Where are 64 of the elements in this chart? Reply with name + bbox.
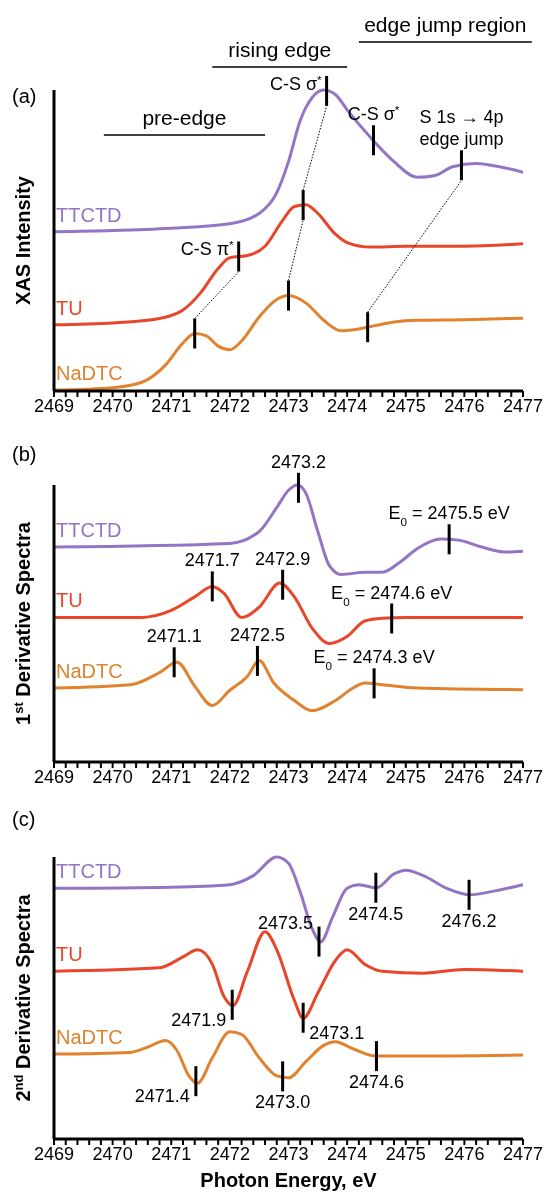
annotation: C-S σ$^{*}$ <box>269 72 323 94</box>
x-tick-label: 2477 <box>502 395 544 416</box>
x-tick-label: 2474 <box>327 395 368 416</box>
series-label: TU <box>56 296 83 319</box>
series-label: NaDTC <box>56 1026 123 1049</box>
x-tick-label: 2470 <box>92 1143 133 1164</box>
x-tick-label: 2475 <box>385 766 426 787</box>
series-label: TTCTD <box>56 860 122 883</box>
annotation: 2472.9 <box>255 548 311 569</box>
text: (b) <box>12 443 37 465</box>
annotation: 2472.5 <box>229 624 285 645</box>
annotation: E$_{0}$ = 2475.5 eV <box>388 503 510 528</box>
x-tick-label: 2477 <box>502 1143 544 1164</box>
x-tick-label: 2472 <box>209 766 250 787</box>
annotation: 2473.2 <box>270 451 326 472</box>
x-tick-label: 2476 <box>444 766 485 787</box>
annotation: 2473.1 <box>309 1022 365 1043</box>
x-tick-label: 2470 <box>92 766 133 787</box>
annotation: 2473.5 <box>257 912 313 933</box>
x-tick-label: 2471 <box>151 395 192 416</box>
x-tick-label: 2472 <box>209 395 250 416</box>
x-tick-label: 2473 <box>268 1143 309 1164</box>
series-label: TU <box>56 589 83 612</box>
annotation: 2474.6 <box>348 1072 404 1093</box>
annotation: 2471.4 <box>134 1086 190 1107</box>
text: rising edge <box>228 38 332 61</box>
x-tick-label: 2477 <box>502 766 544 787</box>
x-tick-label: 2471 <box>151 766 192 787</box>
annotation: 2474.5 <box>348 903 404 924</box>
annotation: 2476.2 <box>441 910 497 931</box>
annotation: S 1s → 4p edge jump <box>419 107 504 150</box>
annotation: 2471.1 <box>146 626 202 647</box>
x-tick-label: 2472 <box>209 1143 250 1164</box>
x-tick-label: 2470 <box>92 395 133 416</box>
annotation: 2471.7 <box>184 550 240 571</box>
annotation: C-S π$^{*}$ <box>180 237 235 260</box>
text: (a) <box>12 85 37 107</box>
x-tick-label: 2473 <box>268 766 309 787</box>
text: (c) <box>12 808 36 830</box>
annotation: 2471.9 <box>171 1009 227 1030</box>
x-tick-label: 2474 <box>327 766 368 787</box>
series-label: TTCTD <box>56 203 122 226</box>
text: edge jump region <box>364 13 527 36</box>
series-label: TU <box>56 943 83 966</box>
annotation: pre-edge <box>142 106 227 129</box>
annotation: C-S σ$^{*}$ <box>347 102 400 125</box>
y-axis-title: XAS Intensity <box>12 175 34 305</box>
series-label: TTCTD <box>56 519 122 542</box>
x-tick-label: 2474 <box>327 1143 368 1164</box>
x-tick-label: 2476 <box>444 1143 485 1164</box>
series-label: NaDTC <box>56 362 123 385</box>
annotation: E$_{0}$ = 2474.3 eV <box>313 647 435 672</box>
x-tick-label: 2471 <box>151 1143 192 1164</box>
x-tick-label: 2469 <box>33 1143 75 1164</box>
x-tick-label: 2475 <box>385 395 426 416</box>
x-tick-label: 2476 <box>444 395 485 416</box>
x-tick-label: 2473 <box>268 395 309 416</box>
x-tick-label: 2475 <box>385 1143 426 1164</box>
series-label: NaDTC <box>56 660 123 683</box>
x-axis-title: Photon Energy, eV <box>200 1169 378 1191</box>
annotation: 2473.0 <box>255 1092 311 1113</box>
x-tick-label: 2469 <box>33 395 75 416</box>
annotation: E$_{0}$ = 2474.6 eV <box>331 582 453 608</box>
x-tick-label: 2469 <box>33 766 75 787</box>
